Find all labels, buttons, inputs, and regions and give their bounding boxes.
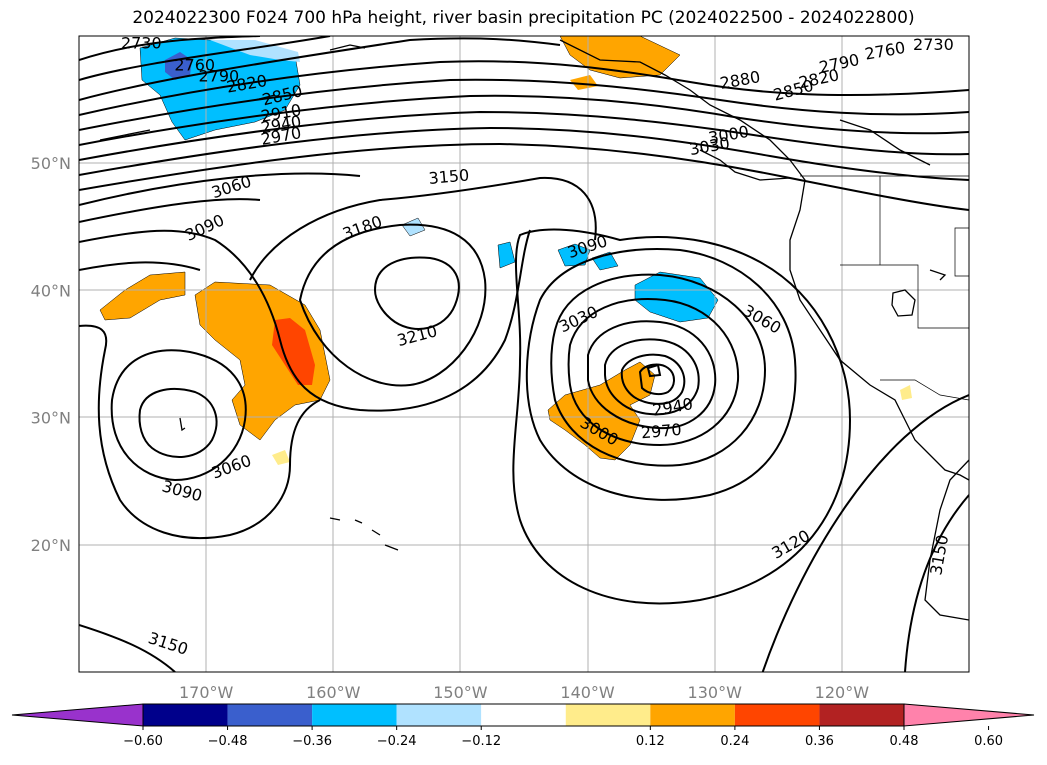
contour-label: 2970 [640,420,682,442]
contour-label: 3060 [209,172,254,203]
contour-label-text: 2730 [913,35,954,54]
lon-label: 170°W [179,683,234,702]
colorbar-box [396,704,482,726]
contour-label: 2940 [651,394,694,420]
contour-label-text: 2850 [771,76,815,105]
contour-label: 3090 [160,476,204,505]
longitude-labels: 170°W 160°W 150°W 140°W 130°W 120°W [179,683,869,702]
colorbar-box [227,704,313,726]
contour-label: 3030 [688,133,731,159]
contour-label-text: 3090 [182,210,227,244]
colorbar-extension-low [11,703,144,727]
contour-label-text: 2760 [863,38,906,64]
colorbar-box [819,704,904,726]
graticule [79,36,969,672]
contour-label: 2790 [198,67,239,86]
colorbar-tick-label: −0.36 [292,734,332,749]
contour-labels: 2730276027902820285029102940297030603090… [121,34,954,659]
colorbar-tick-label: −0.24 [377,734,417,749]
contour-label-text: 3060 [740,301,785,338]
precip-light-center [272,450,290,465]
lon-label: 120°W [815,683,870,702]
contour-label: 3180 [340,212,385,244]
political-borders [800,175,969,401]
colorbar-tick-label: −0.48 [208,734,248,749]
colorbar-tick-label: 0.24 [720,734,749,749]
contour-label: 3150 [428,165,470,187]
height-contours [79,36,969,672]
contour-label: 2730 [121,34,162,53]
colorbar-box [565,704,651,726]
colorbar-box [143,704,228,726]
contour-label-text: 3180 [340,212,385,244]
contour-label-text: 3060 [209,172,254,203]
contour-label: 3150 [926,533,952,576]
colorbar-tick-label: −0.12 [461,734,501,749]
contour-label-text: 3120 [768,526,813,563]
contour-label: 2850 [771,76,815,105]
lat-label: 50°N [31,154,71,173]
contour-label-text: 2970 [640,420,682,442]
colorbar-box [650,704,735,726]
contour-label-text: 2730 [121,34,162,53]
contour-label-text: 2790 [198,67,239,86]
contour-label: 3060 [740,301,785,338]
colorbar-box [312,704,397,726]
map-title: 2024022300 F024 700 hPa height, river ba… [132,8,915,28]
contour-label: 2760 [863,38,906,64]
colorbar-tick-label: 0.60 [974,734,1003,749]
contour-label-text: 2760 [174,55,215,74]
contour-label: 2880 [718,67,761,93]
contour-label-text: 3030 [688,133,731,159]
colorbar-tick-label: 0.36 [805,734,834,749]
contour-label: 2760 [174,55,215,74]
colorbar-box [734,704,820,726]
colorbar-outline [142,703,905,727]
contour-label-text: 3030 [556,302,601,336]
contour-label: 3030 [556,302,601,336]
contour-label: 3090 [182,210,227,244]
contour-label: 3060 [209,451,254,483]
contour-label: 2730 [913,35,954,54]
precip-strong-center [272,318,315,385]
contour-label-text: 2880 [718,67,761,93]
lon-label: 150°W [433,683,488,702]
colorbar: −0.60 −0.48 −0.36 −0.24 −0.12 0.12 0.24 0.36 0.4… [11,703,1035,749]
precip-positive-west [99,271,186,321]
lat-label: 30°N [31,409,71,428]
contour-label: 3120 [768,526,813,563]
contour-label-text: 3150 [428,165,470,187]
colorbar-tick-label: 0.12 [636,734,665,749]
precip-light-coast [900,385,912,400]
contour-label-text: 3090 [160,476,204,505]
colorbar-tick-label: −0.60 [123,734,163,749]
contour-label-text: 3060 [209,451,254,483]
map-plot-area: 2730276027902820285029102940297030603090… [79,34,969,672]
precip-light-alaska [210,40,300,62]
contour-label-text: 3150 [146,628,191,659]
precip-positive-low [547,361,656,461]
precip-negative-small-4 [401,217,426,237]
map-frame [78,35,970,673]
contour-label-text: 2940 [651,394,694,420]
precip-positive-gulf-small [570,75,598,90]
lat-label: 20°N [31,536,71,555]
contour-label: 3150 [146,628,191,659]
colorbar-tick-label: 0.48 [890,734,919,749]
colorbar-box [481,704,566,726]
lon-label: 130°W [688,683,743,702]
latitude-labels: 50°N 40°N 30°N 20°N [31,154,71,555]
lon-label: 160°W [306,683,361,702]
precip-positive-center [194,281,331,441]
lon-label: 140°W [560,683,615,702]
contour-label-text: 3150 [926,533,952,576]
lat-label: 40°N [31,281,71,300]
precip-negative-small-3 [497,241,516,269]
colorbar-extension-high [903,703,1035,727]
